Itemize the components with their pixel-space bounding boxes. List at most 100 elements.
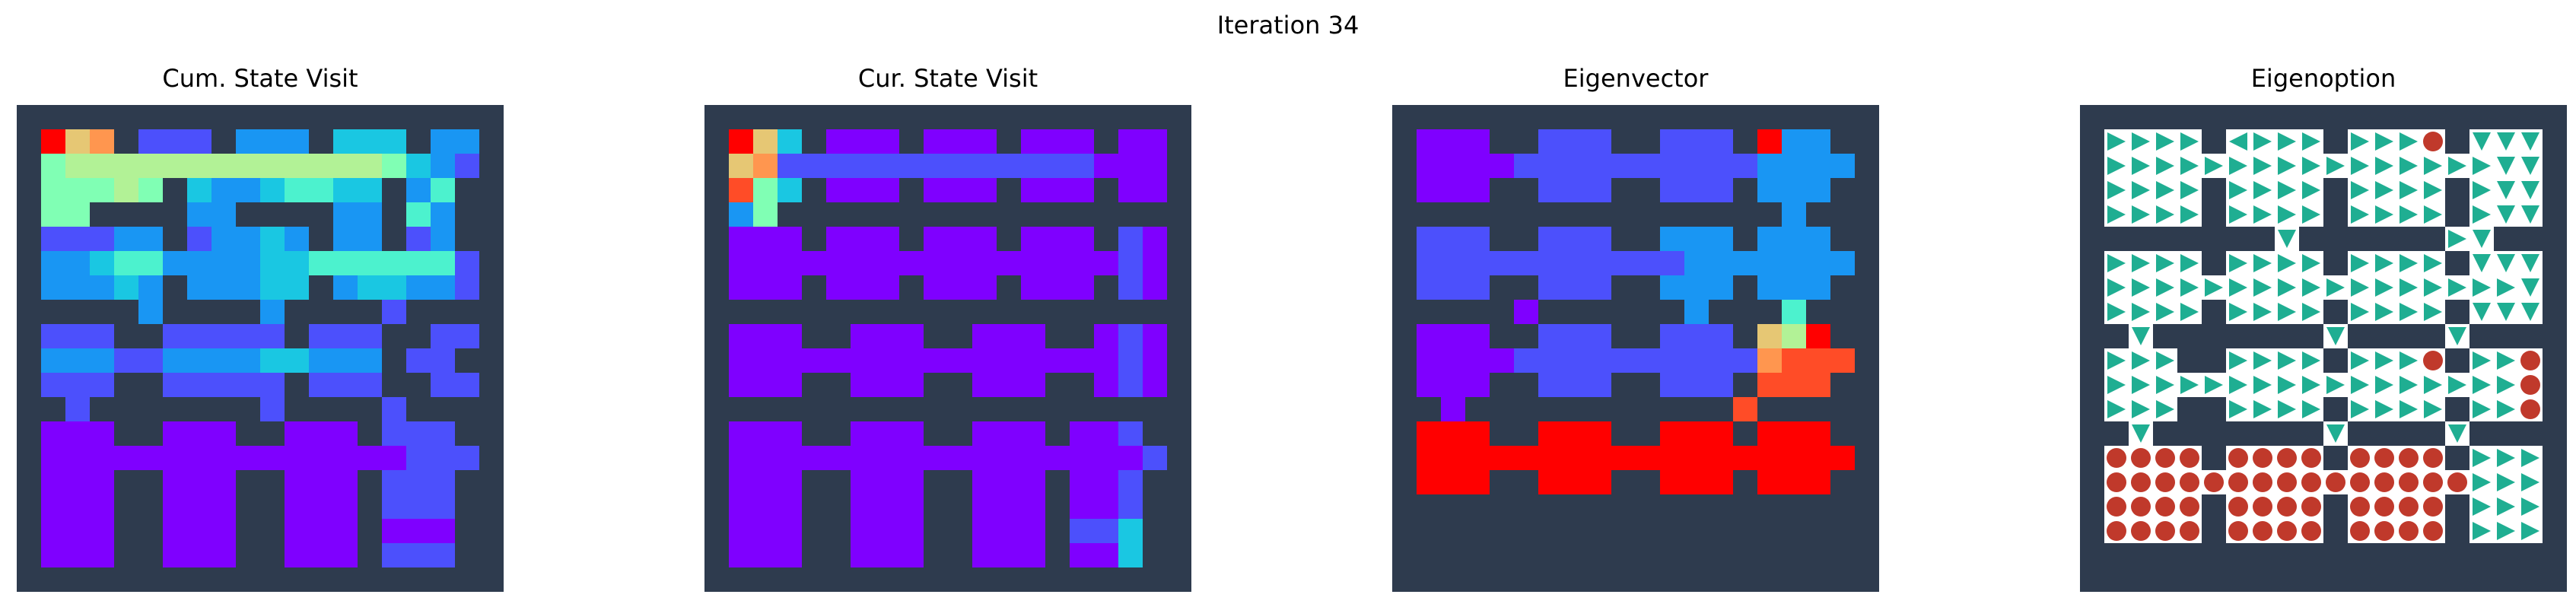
wall-cell [41,300,65,324]
wall-cell [1563,105,1587,129]
wall-cell [2104,567,2129,592]
heat-cell [65,421,90,446]
wall-cell [382,567,406,592]
wall-cell [2226,543,2250,567]
policy-arrow [2326,157,2345,175]
heat-cell [285,519,309,543]
heat-cell [1782,300,1806,324]
wall-cell [2080,178,2104,202]
heat-cell [1563,446,1587,470]
heat-cell [1757,373,1782,397]
wall-cell [802,543,826,567]
heat-cell [187,543,211,567]
heat-cell [1660,470,1684,494]
heat-cell [236,227,260,251]
heat-cell [1070,421,1094,446]
heatmap-grid [17,105,504,592]
heat-cell [41,251,65,275]
policy-arrow [2229,376,2247,394]
wall-cell [2202,519,2226,543]
wall-cell [826,300,851,324]
policy-arrow [2473,473,2491,491]
wall-cell [1167,470,1191,494]
heat-cell [285,348,309,373]
heat-cell [1611,348,1636,373]
wall-cell [2250,227,2275,251]
heat-cell [1118,373,1143,397]
wall-cell [1143,494,1167,519]
policy-arrow [2497,181,2515,199]
wall-cell [1538,202,1563,227]
policy-arrow [2278,400,2296,418]
wall-cell [285,324,309,348]
heat-cell [1514,154,1538,178]
wall-cell [2469,567,2494,592]
heat-cell [41,275,65,300]
wall-cell [1490,519,1514,543]
wall-cell [1417,543,1441,567]
wall-cell [704,251,729,275]
heat-cell [753,129,778,154]
wall-cell [187,105,211,129]
heat-cell [875,446,899,470]
heat-cell [236,275,260,300]
wall-cell [1611,105,1636,129]
heat-cell [1684,300,1709,324]
heat-cell [1465,324,1490,348]
heat-cell [1070,154,1094,178]
wall-cell [406,397,431,421]
wall-cell [1167,421,1191,446]
policy-arrow [2302,376,2320,394]
heat-cell [1070,348,1094,373]
heat-cell [1684,154,1709,178]
heat-cell [1118,348,1143,373]
wall-cell [479,129,504,154]
heat-cell [455,446,479,470]
wall-cell [1830,470,1855,494]
wall-cell [2543,202,2567,227]
wall-cell [2323,519,2348,543]
heat-cell [948,251,972,275]
wall-cell [1070,105,1094,129]
wall-cell [1118,202,1143,227]
wall-cell [924,373,948,397]
terminal-marker [2350,521,2370,541]
heat-cell [260,446,285,470]
policy-arrow [2180,181,2199,199]
heat-cell [41,324,65,348]
heat-cell [358,446,382,470]
panel-title: Eigenoption [2250,64,2396,93]
wall-cell [1830,373,1855,397]
wall-cell [2323,543,2348,567]
terminal-marker [2204,472,2224,492]
heat-cell [41,421,65,446]
heat-cell [1094,421,1118,446]
heat-cell [358,227,382,251]
heat-cell [1806,470,1830,494]
wall-cell [2469,421,2494,446]
heat-cell [333,275,358,300]
wall-cell [2080,251,2104,275]
wall-cell [17,178,41,202]
wall-cell [875,397,899,421]
heat-cell [924,348,948,373]
heat-cell [382,275,406,300]
heat-cell [729,421,753,446]
heat-cell [1465,421,1490,446]
heat-cell [406,275,431,300]
heat-cell [1514,251,1538,275]
heat-cell [1070,446,1094,470]
heat-cell [1118,421,1143,446]
heat-cell [778,251,802,275]
policy-arrow [2473,230,2491,248]
wall-cell [2202,446,2226,470]
heat-cell [455,251,479,275]
wall-cell [1733,567,1757,592]
heat-cell [1709,129,1733,154]
heat-cell [729,275,753,300]
wall-cell [1830,227,1855,251]
heat-cell [1587,154,1611,178]
wall-cell [1733,105,1757,129]
wall-cell [1733,421,1757,446]
policy-arrow [2229,157,2247,175]
